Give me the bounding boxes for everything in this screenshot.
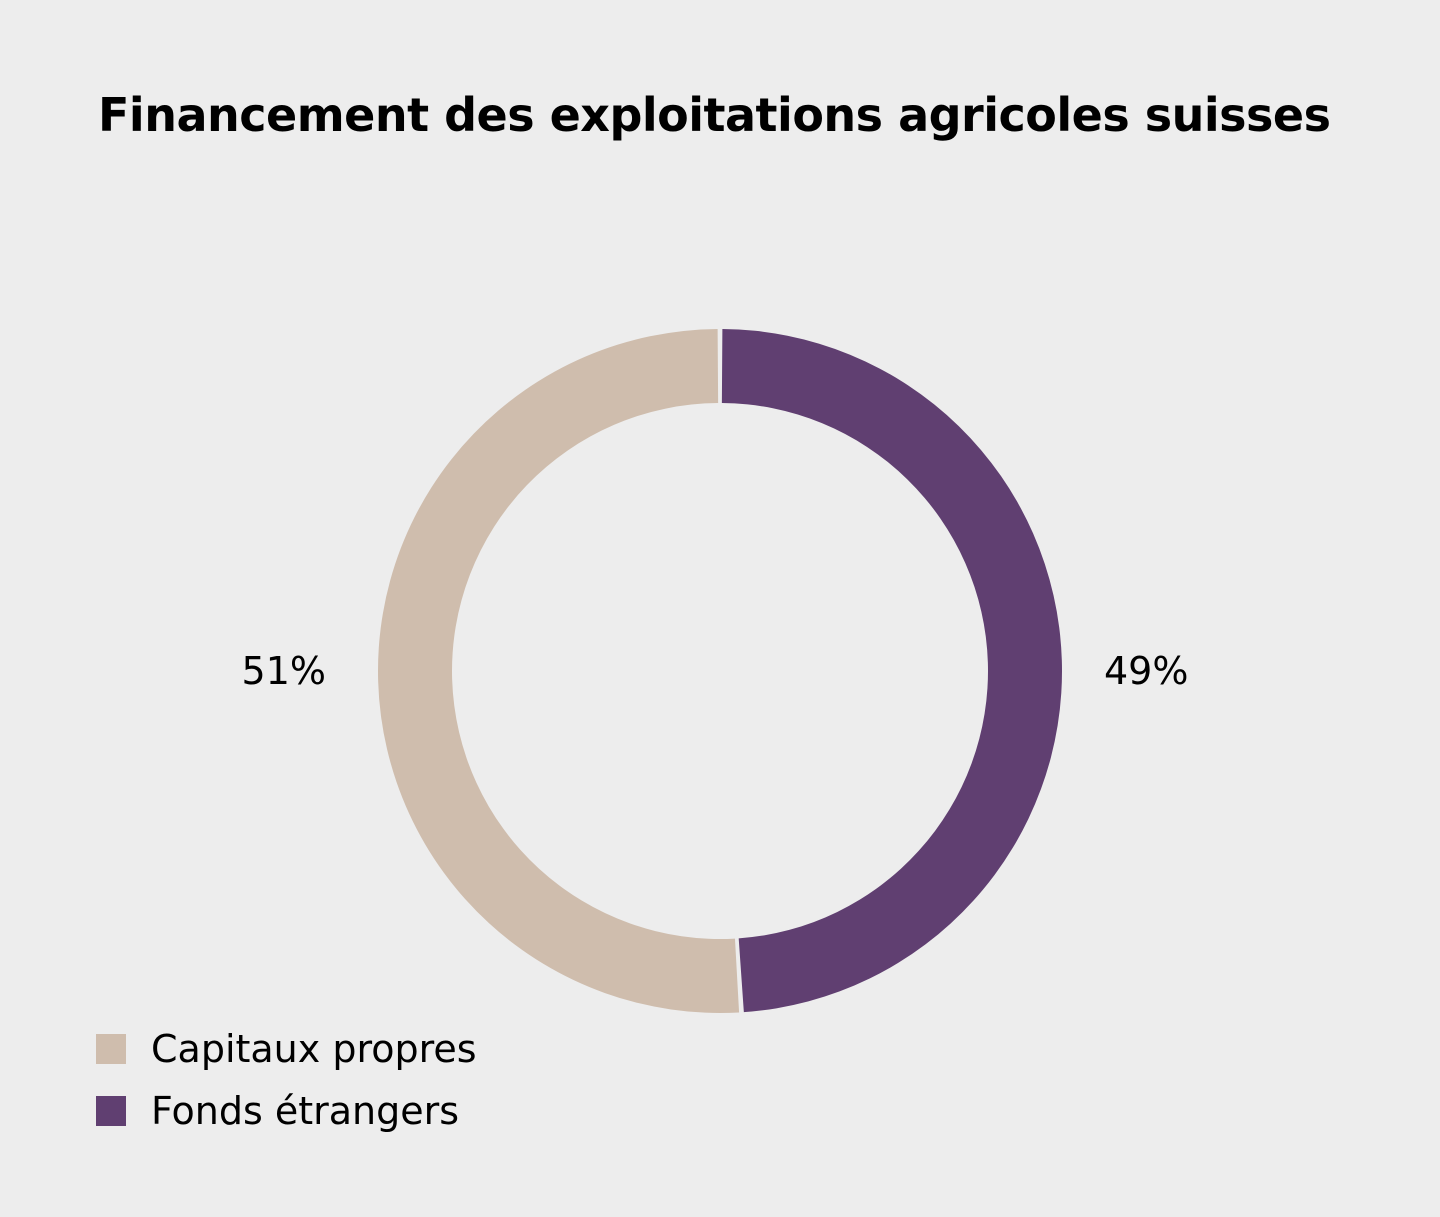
slice-label-fonds-etrangers: 49%	[1104, 649, 1188, 693]
legend-swatch-capitaux-propres	[96, 1034, 126, 1064]
chart-title: Financement des exploitations agricoles …	[98, 88, 1331, 142]
legend-label-fonds-etrangers: Fonds étrangers	[151, 1089, 460, 1133]
slice-label-capitaux-propres: 51%	[242, 649, 326, 693]
slice-labels: 49% 51%	[242, 649, 1189, 693]
legend-swatch-fonds-etrangers	[96, 1096, 126, 1126]
legend: Capitaux propres Fonds étrangers	[96, 1018, 477, 1142]
donut-slice-fonds-etrangers	[721, 329, 1063, 1013]
legend-item-capitaux-propres: Capitaux propres	[96, 1018, 477, 1080]
legend-label-capitaux-propres: Capitaux propres	[151, 1027, 477, 1071]
donut-slice-capitaux-propres	[378, 329, 740, 1014]
legend-item-fonds-etrangers: Fonds étrangers	[96, 1080, 477, 1142]
donut-slices	[378, 329, 1063, 1014]
